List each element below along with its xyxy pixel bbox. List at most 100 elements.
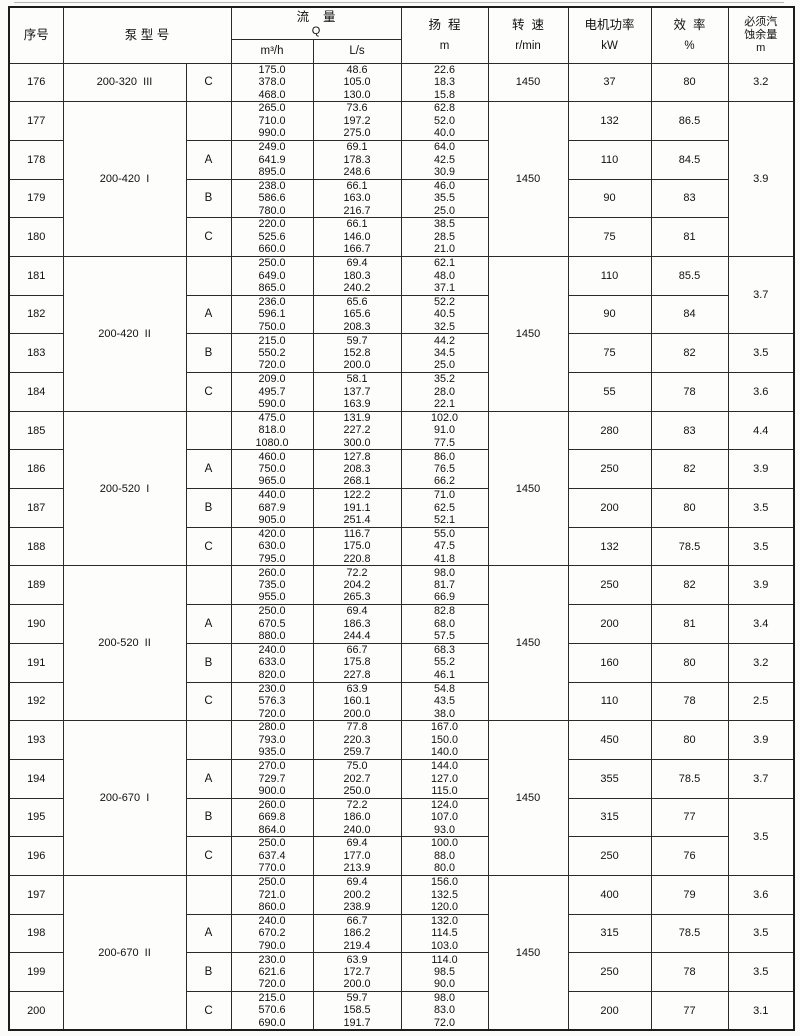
- flow-m3h-cell: 475.0 818.0 1080.0: [230, 410, 314, 451]
- model-cell: 200-420 II: [62, 255, 187, 412]
- power-cell: 90: [567, 178, 652, 219]
- flow-ls-cell: 75.0 202.7 250.0: [312, 758, 402, 799]
- seq-cell: 199: [8, 952, 64, 992]
- efficiency-cell: 78: [650, 681, 729, 722]
- flow-m3h-cell: 220.0 525.6 660.0: [230, 217, 314, 257]
- head-cell: 98.0 81.7 66.9: [400, 565, 489, 606]
- head-cell: 132.0 114.5 103.0: [400, 913, 489, 954]
- table-row: 188 C 420.0 630.0 795.0 116.7 175.0 220.8 55.0 47…: [8, 526, 795, 567]
- col-header-flow: 流 量 Q: [230, 6, 402, 40]
- flow-m3h-cell: 280.0 793.0 935.0: [230, 720, 314, 760]
- col-header-npsh: 必须汽 蚀余量 m: [727, 6, 795, 64]
- efficiency-cell: 80: [650, 488, 729, 528]
- table-row: 182 A 236.0 596.1 750.0 65.6 165.6 208.3 52.2 40.…: [8, 294, 794, 335]
- model-cell: 200-320 III: [62, 62, 187, 103]
- table-row: 197 200-670 II 250.0 721.0 860.0 69.4 200.2 238…: [8, 874, 795, 1031]
- npsh-cell: 3.9: [727, 720, 795, 760]
- power-cell: 132: [567, 101, 652, 141]
- pump-table-body: 176 200-320 III C 175.0 378.0 468.0 48.6 105.0 1…: [8, 62, 795, 1031]
- speed-cell: 1450: [487, 565, 569, 722]
- col-header-speed-title: 转 速: [512, 17, 544, 32]
- col-header-speed-unit: r/min: [515, 39, 541, 52]
- flow-ls-cell: 122.2 191.1 251.4: [312, 488, 402, 528]
- power-cell: 250: [567, 565, 652, 606]
- table-row: 200 C 215.0 570.6 690.0 59.7 158.5 191.7 98.0 83.…: [8, 991, 795, 1031]
- flow-ls-cell: 66.7 186.2 219.4: [312, 913, 402, 954]
- flow-ls-cell: 69.4 186.3 244.4: [312, 604, 402, 644]
- seq-cell: 192: [8, 681, 64, 722]
- efficiency-cell: 82: [650, 565, 729, 606]
- col-header-eff-unit: %: [684, 39, 695, 52]
- flow-ls-cell: 59.7 158.5 191.7: [312, 991, 402, 1031]
- col-header-eff: 效 率 %: [650, 6, 729, 64]
- col-header-seq-label: 序号: [23, 28, 49, 43]
- flow-m3h-cell: 250.0 637.4 770.0: [230, 836, 314, 876]
- head-cell: 100.0 88.0 80.0: [400, 836, 489, 876]
- variant-cell: C: [185, 62, 232, 103]
- npsh-cell: 2.5: [727, 681, 795, 722]
- efficiency-cell: 86.5: [650, 101, 729, 141]
- efficiency-cell: 81: [650, 604, 729, 644]
- seq-cell: 193: [8, 720, 64, 760]
- seq-cell: 185: [8, 410, 64, 451]
- col-header-head: 扬 程 m: [400, 6, 489, 64]
- flow-ls-cell: 58.1 137.7 163.9: [312, 372, 402, 412]
- head-cell: 55.0 47.5 41.8: [400, 526, 489, 567]
- head-cell: 114.0 98.5 90.0: [400, 952, 489, 992]
- npsh-cell: 3.2: [727, 62, 795, 103]
- pump-spec-table: 序号 泵 型 号 流 量 Q 扬 程 m: [8, 6, 796, 1032]
- efficiency-cell: 78: [650, 372, 729, 412]
- flow-m3h-cell: 230.0 621.6 720.0: [230, 952, 314, 992]
- table-row: 190 A 250.0 670.5 880.0 69.4 186.3 244.4 82.8 68.…: [8, 604, 795, 644]
- flow-m3h-cell: 238.0 586.6 780.0: [230, 178, 314, 219]
- model-cell: 200-520 II: [62, 565, 187, 722]
- flow-m3h-cell: 260.0 735.0 955.0: [230, 565, 314, 606]
- variant-cell: A: [185, 449, 232, 490]
- speed-cell: 1450: [487, 255, 569, 412]
- head-cell: 62.1 48.0 37.1: [400, 255, 489, 296]
- col-header-speed: 转 速 r/min: [487, 6, 569, 64]
- power-cell: 200: [567, 488, 652, 528]
- efficiency-cell: 78.5: [650, 758, 729, 799]
- head-cell: 64.0 42.5 30.9: [400, 139, 489, 180]
- flow-m3h-cell: 460.0 750.0 965.0: [230, 449, 314, 490]
- efficiency-cell: 80: [650, 62, 729, 103]
- seq-cell: 178: [8, 139, 64, 180]
- flow-ls-cell: 77.8 220.3 259.7: [312, 720, 402, 760]
- power-cell: 400: [567, 874, 652, 915]
- efficiency-cell: 82: [650, 333, 729, 373]
- head-cell: 167.0 150.0 140.0: [400, 720, 489, 760]
- col-header-flow-symbol: Q: [311, 24, 321, 37]
- variant-cell: [185, 255, 232, 296]
- col-header-eff-title: 效 率: [673, 17, 706, 32]
- head-cell: 52.2 40.5 32.5: [400, 294, 489, 335]
- head-cell: 156.0 132.5 120.0: [400, 874, 489, 915]
- seq-cell: 195: [8, 797, 64, 838]
- power-cell: 250: [567, 952, 652, 992]
- head-cell: 38.5 28.5 21.0: [400, 217, 489, 257]
- seq-cell: 194: [8, 758, 64, 799]
- flow-m3h-cell: 250.0 649.0 865.0: [230, 255, 314, 296]
- flow-ls-cell: 69.4 180.3 240.2: [312, 255, 402, 296]
- variant-cell: B: [185, 178, 232, 219]
- col-header-flow-ls: L/s: [312, 38, 402, 64]
- flow-m3h-cell: 240.0 633.0 820.0: [230, 642, 314, 683]
- col-header-power-unit: kW: [601, 39, 618, 52]
- efficiency-cell: 83: [650, 410, 729, 451]
- efficiency-cell: 77: [650, 797, 729, 838]
- header-row-units: m³/h L/s: [9, 38, 794, 64]
- variant-cell: C: [185, 526, 232, 567]
- flow-ls-cell: 48.6 105.0 130.0: [312, 62, 402, 103]
- flow-m3h-cell: 209.0 495.7 590.0: [230, 372, 314, 412]
- seq-cell: 184: [8, 372, 64, 412]
- flow-m3h-cell: 215.0 550.2 720.0: [230, 333, 314, 373]
- npsh-cell: 4.4: [727, 410, 795, 451]
- table-row: 186 A 460.0 750.0 965.0 127.8 208.3 268.1 86.0 76…: [8, 449, 795, 490]
- efficiency-cell: 85.5: [650, 255, 729, 296]
- seq-cell: 177: [8, 101, 64, 141]
- table-row: 177 200-420 I 265.0 710.0 990.0 73.6 197.2 275.…: [8, 101, 795, 257]
- npsh-cell: 3.5: [727, 797, 795, 876]
- variant-cell: C: [185, 991, 232, 1031]
- flow-m3h-cell: 215.0 570.6 690.0: [230, 991, 314, 1031]
- col-header-head-title: 扬 程: [428, 17, 461, 32]
